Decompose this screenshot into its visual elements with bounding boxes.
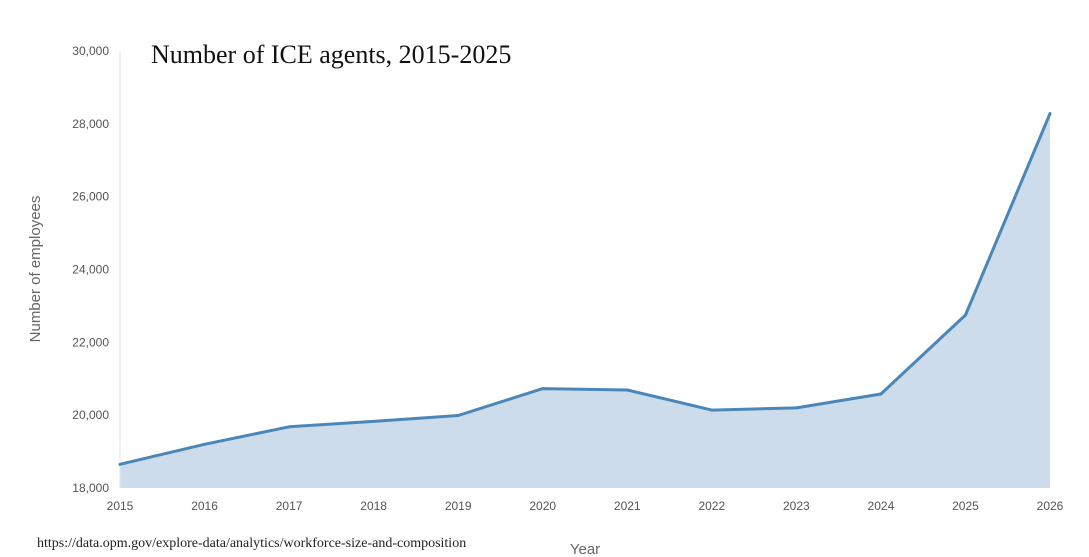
y-tick-label: 28,000	[72, 117, 109, 131]
x-tick-label: 2020	[529, 499, 556, 513]
y-tick-label: 30,000	[72, 44, 109, 58]
y-axis-title: Number of employees	[27, 196, 44, 343]
data-point	[710, 408, 714, 412]
data-point	[625, 388, 629, 392]
x-tick-label: 2026	[1037, 499, 1064, 513]
x-tick-label: 2023	[783, 499, 810, 513]
chart-title: Number of ICE agents, 2015-2025	[151, 40, 511, 69]
data-point	[372, 419, 376, 423]
data-point	[118, 462, 122, 466]
x-axis-title: Year	[570, 541, 600, 557]
data-point	[203, 442, 207, 446]
data-point	[541, 387, 545, 391]
x-tick-label: 2019	[445, 499, 472, 513]
x-tick-label: 2025	[952, 499, 979, 513]
x-tick-label: 2018	[360, 499, 387, 513]
data-point	[794, 406, 798, 410]
y-tick-label: 24,000	[72, 263, 109, 277]
area-fill	[120, 113, 1050, 488]
data-point	[456, 414, 460, 418]
data-point	[287, 425, 291, 429]
x-tick-label: 2015	[107, 499, 134, 513]
x-tick-label: 2024	[868, 499, 895, 513]
x-tick-label: 2021	[614, 499, 641, 513]
data-point	[963, 313, 967, 317]
x-tick-label: 2016	[191, 499, 218, 513]
x-tick-label: 2017	[276, 499, 303, 513]
data-point	[1048, 112, 1052, 116]
y-tick-label: 20,000	[72, 408, 109, 422]
y-tick-label: 18,000	[72, 481, 109, 495]
y-tick-label: 22,000	[72, 335, 109, 349]
data-point	[879, 392, 883, 396]
y-tick-label: 26,000	[72, 190, 109, 204]
series-line	[118, 112, 1052, 466]
x-tick-label: 2022	[698, 499, 725, 513]
source-text: https://data.opm.gov/explore-data/analyt…	[37, 536, 466, 551]
